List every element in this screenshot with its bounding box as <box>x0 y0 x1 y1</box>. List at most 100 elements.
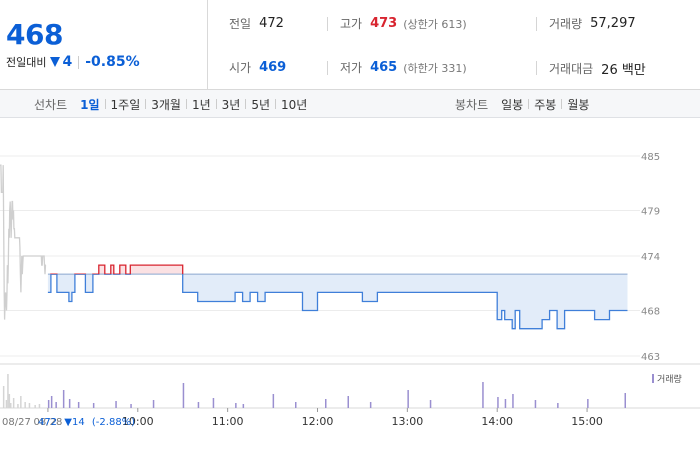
candle-chart-tabs: 봉차트 일봉 주봉 월봉 <box>455 90 594 118</box>
change-amount: 4 <box>62 54 73 70</box>
volume-legend-label: 거래량 <box>657 373 682 385</box>
line-chart-title: 선차트 <box>34 97 68 112</box>
prev-day-line <box>0 164 47 320</box>
volume-bar <box>130 404 132 408</box>
tab-3month[interactable]: 3개월 <box>151 97 181 112</box>
volume-bar <box>24 402 26 408</box>
prev-day-summary: 08/27 472 ▼14 (-2.88%) <box>2 417 135 428</box>
x-tick-label: 11:00 <box>212 415 244 428</box>
high-label: 고가 <box>340 17 363 31</box>
prev-close-label: 전일 <box>229 17 252 31</box>
volume-bar <box>5 400 8 408</box>
y-tick-label: 474 <box>641 252 660 263</box>
tab-1year[interactable]: 1년 <box>191 97 211 112</box>
volume-bar <box>34 405 36 408</box>
volume-bar <box>2 386 5 408</box>
down-area-fill <box>47 274 628 329</box>
volume-bar <box>38 404 41 408</box>
volume-bar <box>55 402 57 408</box>
volume-bar <box>92 403 95 408</box>
tab-3year[interactable]: 3년 <box>221 97 241 112</box>
volume-bar <box>10 403 12 408</box>
x-tick-label: 08/28 <box>34 417 63 428</box>
prev-day-date: 08/27 <box>2 417 31 428</box>
volume-bar <box>212 398 215 408</box>
tab-weekly-candle[interactable]: 주봉 <box>534 97 557 112</box>
open-value: 469 <box>259 60 287 75</box>
divider <box>145 99 147 109</box>
divider <box>327 61 328 75</box>
trade-value: 26 백만 <box>601 63 646 78</box>
volume-bar <box>8 394 11 408</box>
volume-stat: 거래량 57,297 <box>549 15 636 32</box>
y-tick-label: 463 <box>641 352 660 363</box>
low-stat: 저가 465 (하한가 331) <box>340 59 467 76</box>
volume-bar <box>242 404 245 408</box>
volume-bar <box>68 399 71 408</box>
divider <box>528 99 530 109</box>
lower-limit: (하한가 331) <box>403 61 467 75</box>
volume-bar <box>235 403 237 408</box>
volume-bar <box>295 402 297 408</box>
volume-bar <box>197 402 200 408</box>
prev-day-rate: (-2.88%) <box>92 417 135 428</box>
current-price-box: 468 전일대비 4 -0.85% <box>0 0 208 90</box>
upper-limit: (상한가 613) <box>403 17 467 31</box>
change-line: 전일대비 4 -0.85% <box>6 54 140 70</box>
divider <box>536 17 537 31</box>
change-label: 전일대비 <box>6 56 47 69</box>
line-chart-tabs: 선차트 1일 1주일 3개월 1년 3년 5년 10년 <box>34 90 312 118</box>
divider <box>327 17 328 31</box>
x-tick-label: 13:00 <box>392 415 424 428</box>
volume-bar <box>28 403 31 408</box>
tab-1week[interactable]: 1주일 <box>110 97 141 112</box>
down-triangle-icon <box>50 57 61 67</box>
volume-bar <box>77 402 80 408</box>
x-tick-label: 15:00 <box>571 415 603 428</box>
volume-bar <box>504 399 507 408</box>
high-stat: 고가 473 (상한가 613) <box>340 15 467 32</box>
volume-bar <box>482 382 484 408</box>
volume-bar <box>20 396 22 408</box>
tab-daily-candle[interactable]: 일봉 <box>501 97 524 112</box>
divider <box>275 99 277 109</box>
divider <box>104 99 106 109</box>
current-price: 468 <box>6 18 63 51</box>
tab-5year[interactable]: 5년 <box>251 97 271 112</box>
volume-bar <box>325 399 327 408</box>
low-value: 465 <box>370 60 398 75</box>
volume-bar <box>62 390 65 408</box>
divider <box>215 99 217 109</box>
high-value: 473 <box>370 16 398 31</box>
trade-value-stat: 거래대금 26 백만 <box>549 59 646 78</box>
candle-chart-title: 봉차트 <box>455 97 489 112</box>
open-stat: 시가 469 <box>229 59 286 76</box>
divider <box>78 55 80 69</box>
volume-bar <box>557 403 559 408</box>
volume-legend: 거래량 <box>652 373 682 385</box>
tab-1day[interactable]: 1일 <box>80 97 100 112</box>
x-tick-label: 10:00 <box>122 415 154 428</box>
volume-bars <box>2 374 626 408</box>
change-rate: -0.85% <box>85 54 140 70</box>
today-line-down <box>47 274 628 330</box>
tab-10year[interactable]: 10년 <box>281 97 308 112</box>
y-tick-label: 468 <box>641 307 660 318</box>
divider <box>185 99 187 109</box>
volume-bar <box>407 390 409 408</box>
x-tick-label: 12:00 <box>302 415 334 428</box>
chart-period-tabs: 선차트 1일 1주일 3개월 1년 3년 5년 10년 봉차트 일봉 주봉 월봉 <box>0 90 700 118</box>
low-label: 저가 <box>340 61 363 75</box>
today-series <box>47 264 628 330</box>
volume-bar <box>115 401 117 408</box>
volume-bar <box>12 398 15 408</box>
tab-monthly-candle[interactable]: 월봉 <box>567 97 590 112</box>
volume-bar <box>429 400 432 408</box>
volume-bar <box>182 383 185 408</box>
volume-value: 57,297 <box>590 16 636 31</box>
prev-day-change: ▼14 <box>64 417 84 428</box>
volume-bar <box>152 400 155 408</box>
volume-bar <box>17 404 19 408</box>
volume-legend-swatch <box>652 374 654 383</box>
quote-header: 468 전일대비 4 -0.85% 전일 472 고가 473 (상한가 613… <box>0 0 700 90</box>
